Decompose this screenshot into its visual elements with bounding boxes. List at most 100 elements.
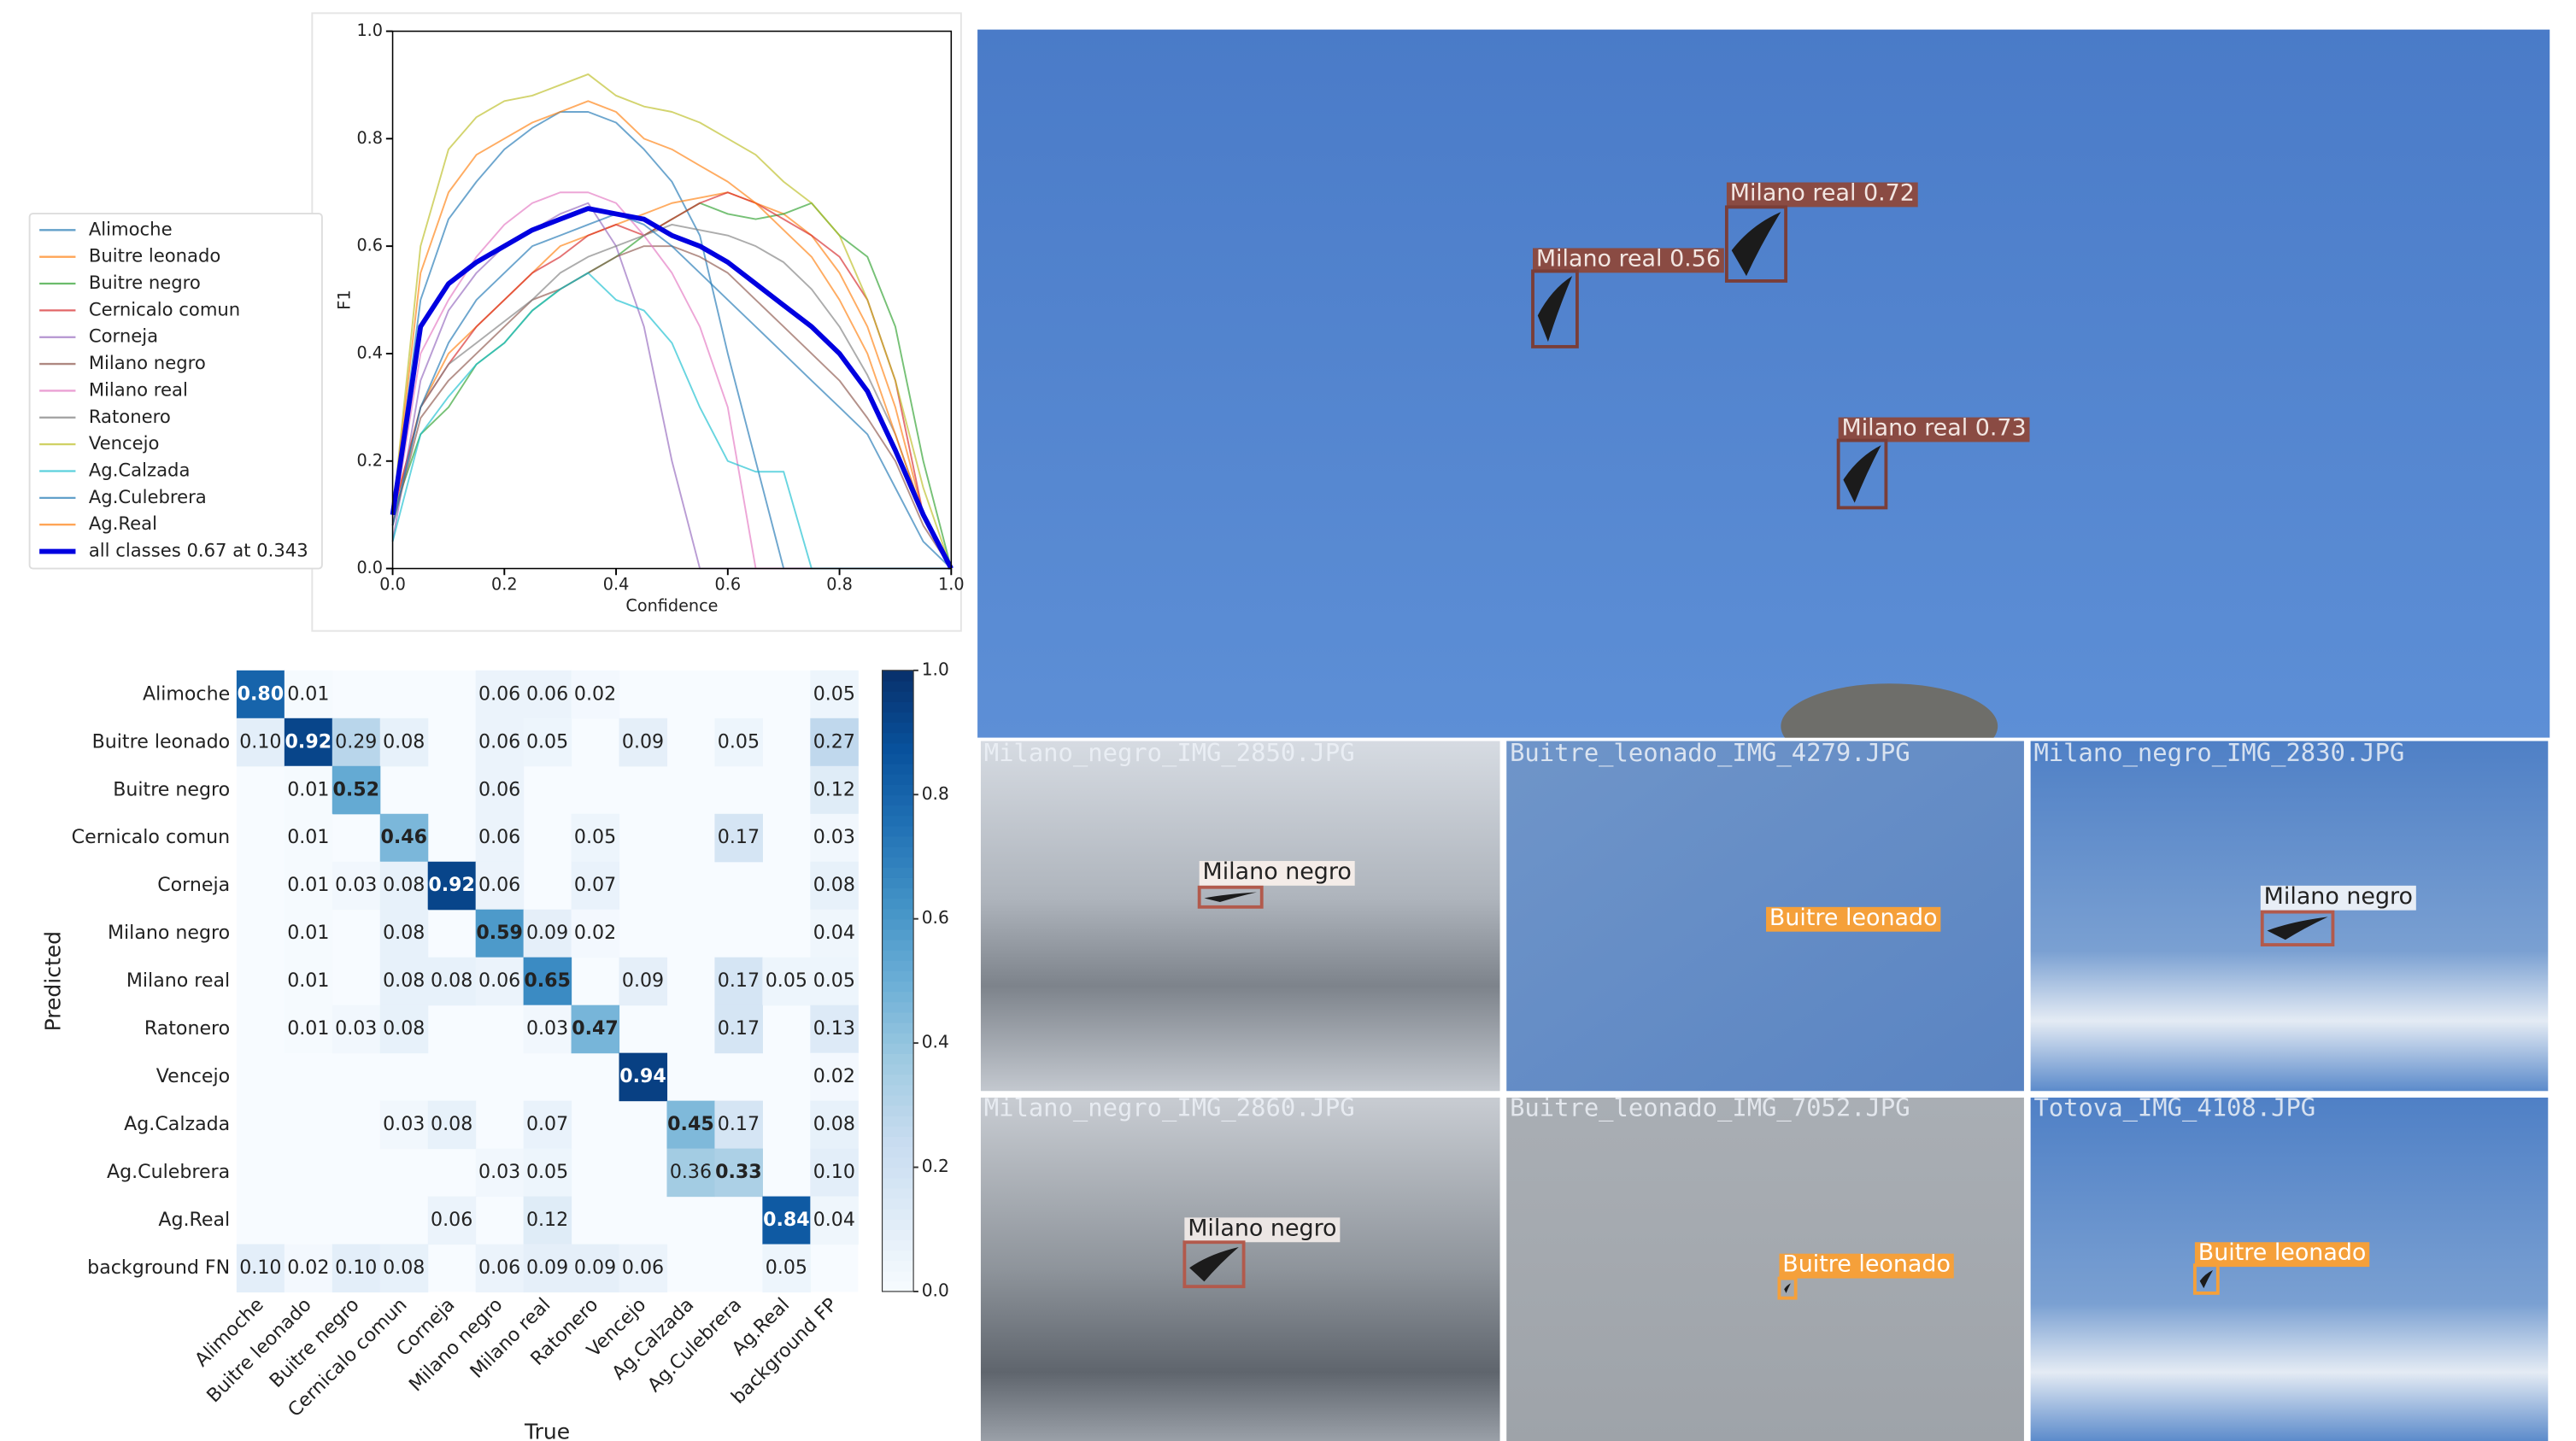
matrix-cell [523, 1005, 572, 1054]
class-line [391, 223, 953, 570]
matrix-cell [523, 1244, 572, 1293]
label-tag [1726, 182, 1918, 208]
colorbar-segment [882, 1011, 914, 1023]
cell-label: 0.10 [239, 1256, 281, 1279]
detection-label: Milano negro [2264, 883, 2413, 910]
matrix-cell [810, 957, 859, 1006]
matrix-cell [619, 1052, 668, 1102]
y-category-label: Buitre leonado [92, 730, 231, 753]
colorbar-segment [882, 1250, 914, 1262]
detection-box [1531, 269, 1579, 349]
colorbar-segment [882, 981, 914, 993]
colorbar-segment [882, 753, 914, 764]
matrix-cell [379, 1100, 429, 1150]
cell-label: 0.06 [478, 730, 520, 753]
matrix-cell [332, 861, 381, 911]
cell-label: 0.06 [526, 682, 568, 705]
colorbar-segment [882, 950, 914, 961]
tile-filename: Milano_negro_IMG_2830.JPG [2033, 738, 2404, 768]
detection-label: Milano real 0.73 [1841, 415, 2026, 442]
cell-label: 0.06 [478, 682, 520, 705]
colorbar-segment [882, 805, 914, 817]
colorbar-segment [882, 701, 914, 713]
matrix-cell [332, 1244, 381, 1293]
detection-box [1836, 438, 1888, 510]
matrix-cell [523, 909, 572, 958]
matrix-cell [810, 861, 859, 911]
label-tag [2194, 1242, 2370, 1268]
cell-label: 0.10 [239, 730, 281, 753]
matrix-cell [619, 1244, 668, 1293]
colorbar-segment [882, 680, 914, 692]
detection-label: Buitre leonado [1782, 1251, 1951, 1278]
tile-photo [2030, 741, 2549, 1092]
cell-label: 0.06 [431, 1209, 472, 1231]
y-category-label: Ag.Real [158, 1209, 230, 1231]
cell-label: 0.13 [813, 1017, 855, 1040]
y-category-label: Vencejo [156, 1065, 230, 1087]
legend-label: Cernicalo comun [89, 298, 240, 319]
matrix-cell [379, 718, 429, 767]
colorbar-segment [882, 898, 914, 910]
legend-label: Ag.Culebrera [89, 486, 207, 507]
colorbar-segment [882, 774, 914, 785]
cell-label: 0.47 [572, 1017, 619, 1040]
y-tick-label: 0.2 [356, 450, 383, 470]
matrix-cell [284, 765, 333, 815]
label-tag [1766, 906, 1941, 932]
cell-label: 0.08 [383, 922, 425, 944]
matrix-cell [284, 718, 333, 767]
matrix-cell [427, 1100, 477, 1150]
tile-filename: Totova_IMG_4108.JPG [2033, 1092, 2315, 1122]
cell-label: 0.03 [335, 1017, 377, 1040]
tile-filename: Buitre_leonado_IMG_4279.JPG [1510, 738, 1910, 768]
bird [1784, 1283, 1791, 1293]
cell-label: 0.02 [287, 1256, 329, 1279]
legend-label: Buitre leonado [89, 245, 221, 267]
legend-label: Corneja [89, 325, 158, 347]
colorbar-segment [882, 846, 914, 858]
tile-filename: Milano_negro_IMG_2860.JPG [984, 1092, 1355, 1122]
colorbar-segment [882, 1104, 914, 1116]
colorbar-segment [882, 970, 914, 982]
matrix-cell [427, 1196, 477, 1245]
cell-label: 0.80 [238, 682, 285, 705]
detection-label: Buitre leonado [1769, 905, 1938, 931]
detection-box [2260, 910, 2335, 946]
cell-label: 0.01 [287, 826, 329, 848]
colorbar-segment [882, 763, 914, 775]
matrix-cell [523, 1100, 572, 1150]
cell-label: 0.92 [285, 730, 332, 753]
matrix-cell [379, 1005, 429, 1054]
matrix-cell [427, 957, 477, 1006]
matrix-cell [523, 957, 572, 1006]
x-tick-label: 0.6 [715, 574, 742, 594]
colorbar-segment [882, 877, 914, 889]
matrix-cell [810, 1052, 859, 1102]
detection-box [2192, 1263, 2220, 1295]
y-category-label: background FN [87, 1256, 230, 1279]
matrix-cell [571, 1244, 620, 1293]
colorbar-segment [882, 1053, 914, 1065]
y-axis-label: Predicted [40, 931, 65, 1031]
legend-label: Ag.Calzada [89, 459, 191, 480]
matrix-cell [666, 1100, 716, 1150]
cell-label: 0.52 [332, 778, 379, 800]
matrix-cell [236, 1244, 285, 1293]
tile-photo [980, 1097, 1500, 1441]
legend-label: Buitre negro [89, 272, 201, 293]
f1-panel [311, 12, 962, 632]
colorbar-tick-label: 0.8 [922, 783, 949, 804]
legend-label: Milano negro [89, 352, 206, 373]
matrix-cell [619, 718, 668, 767]
matrix-cell [571, 670, 620, 719]
y-tick-label: 0.6 [356, 236, 383, 255]
bird [1843, 445, 1881, 503]
colorbar-segment [882, 960, 914, 972]
colorbar-segment [882, 1198, 914, 1210]
detection-box [1182, 1240, 1246, 1289]
detection-box [1724, 205, 1788, 283]
matrix-cell [714, 813, 763, 863]
separator [977, 737, 2550, 743]
colorbar-segment [882, 815, 914, 827]
